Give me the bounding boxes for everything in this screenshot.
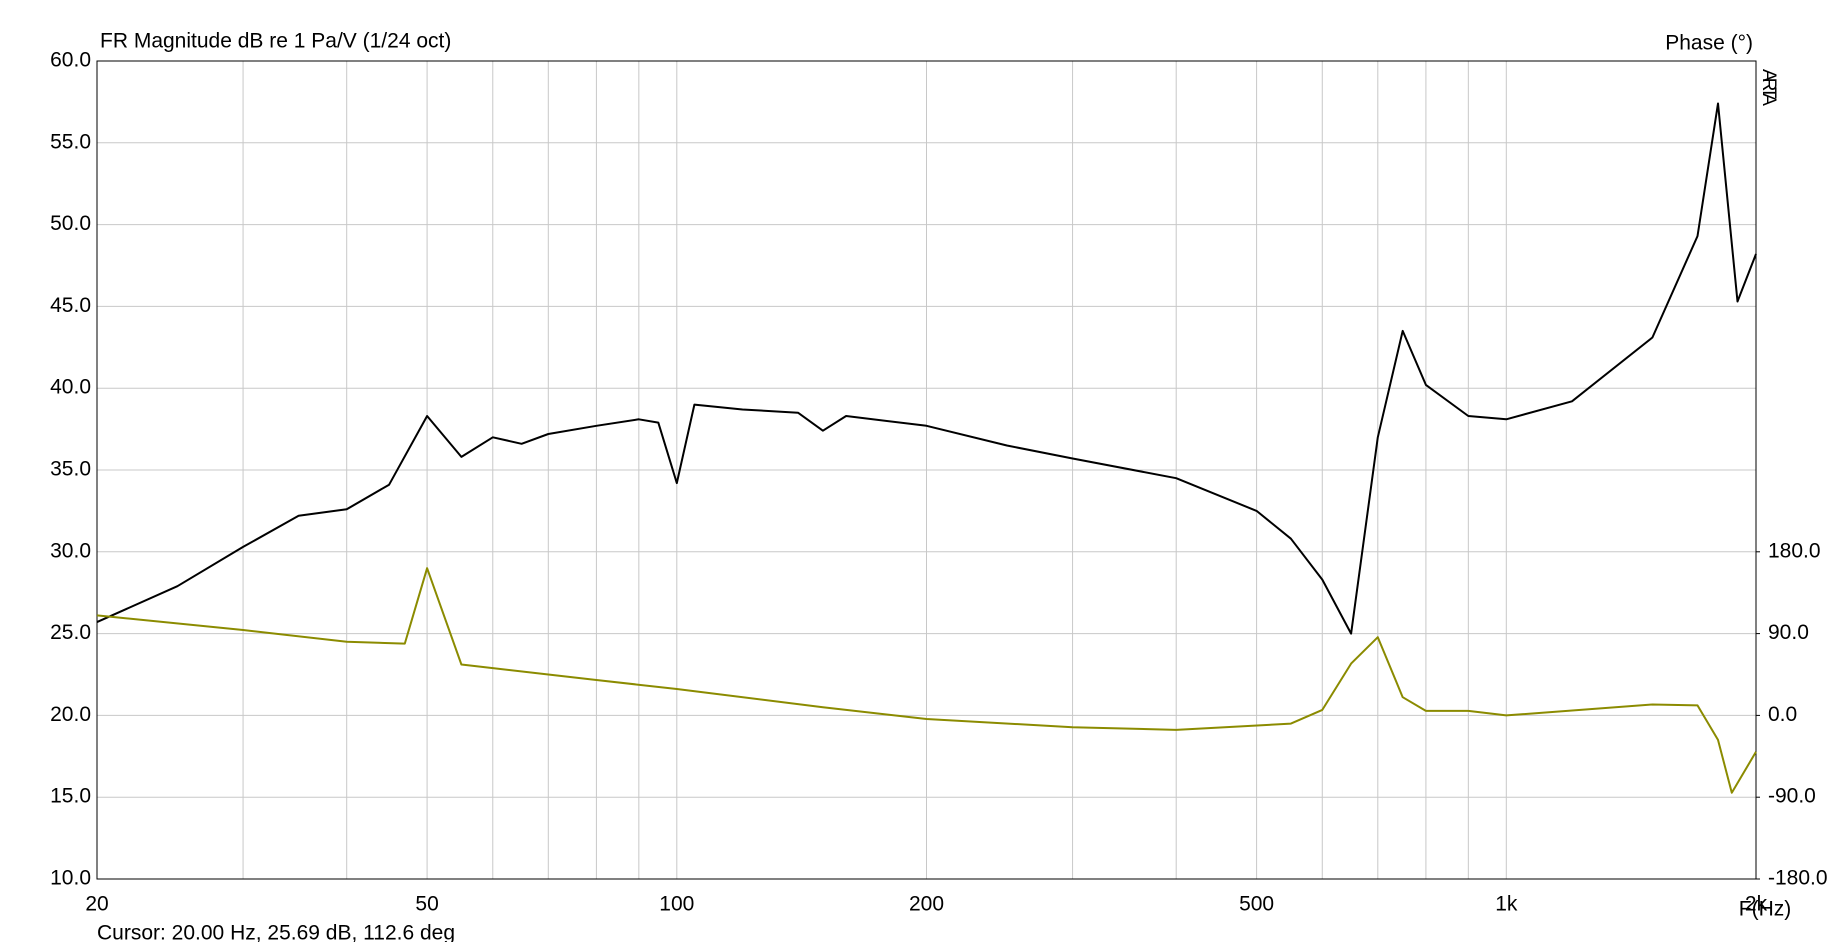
y2-tick-label: -90.0	[1768, 785, 1816, 808]
y-tick-label: 60.0	[50, 49, 91, 72]
x-tick-label: 100	[659, 893, 694, 916]
y-tick-label: 45.0	[50, 294, 91, 317]
chart-title: FR Magnitude dB re 1 Pa/V (1/24 oct)	[100, 30, 451, 53]
x-tick-label: 1k	[1495, 893, 1518, 916]
y2-tick-label: -180.0	[1768, 867, 1828, 890]
watermark: ARTA	[1758, 69, 1779, 106]
y-tick-label: 35.0	[50, 458, 91, 481]
x-tick-label: 2k	[1745, 893, 1768, 916]
x-tick-label: 20	[85, 893, 108, 916]
cursor-readout: Cursor: 20.00 Hz, 25.69 dB, 112.6 deg	[97, 922, 455, 942]
x-tick-label: 200	[909, 893, 944, 916]
plot-frame	[96, 60, 1757, 880]
x-tick-label: 50	[415, 893, 438, 916]
series-line	[96, 567, 1757, 794]
y2-axis-label: Phase (°)	[1665, 32, 1753, 55]
x-tick-label: 500	[1239, 893, 1274, 916]
y2-tick-label: 180.0	[1768, 539, 1821, 562]
y-tick-label: 25.0	[50, 621, 91, 644]
y2-tick-label: 0.0	[1768, 703, 1797, 726]
y-tick-label: 40.0	[50, 376, 91, 399]
y-tick-label: 20.0	[50, 703, 91, 726]
y-tick-label: 55.0	[50, 130, 91, 153]
series-line	[96, 102, 1757, 635]
y2-tick-label: 90.0	[1768, 621, 1809, 644]
y-tick-label: 10.0	[50, 867, 91, 890]
x-axis-label: F(Hz)	[1739, 898, 1791, 921]
y-tick-label: 15.0	[50, 785, 91, 808]
y-tick-label: 30.0	[50, 539, 91, 562]
y-tick-label: 50.0	[50, 212, 91, 235]
